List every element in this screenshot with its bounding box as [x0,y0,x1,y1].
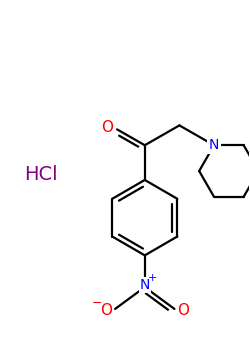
Text: N: N [140,278,150,292]
Text: O: O [101,120,113,135]
Text: N: N [209,138,219,152]
Text: O: O [100,303,112,318]
Text: O: O [177,303,189,318]
Text: −: − [92,296,102,309]
Text: HCl: HCl [24,166,58,184]
Text: +: + [148,273,158,283]
